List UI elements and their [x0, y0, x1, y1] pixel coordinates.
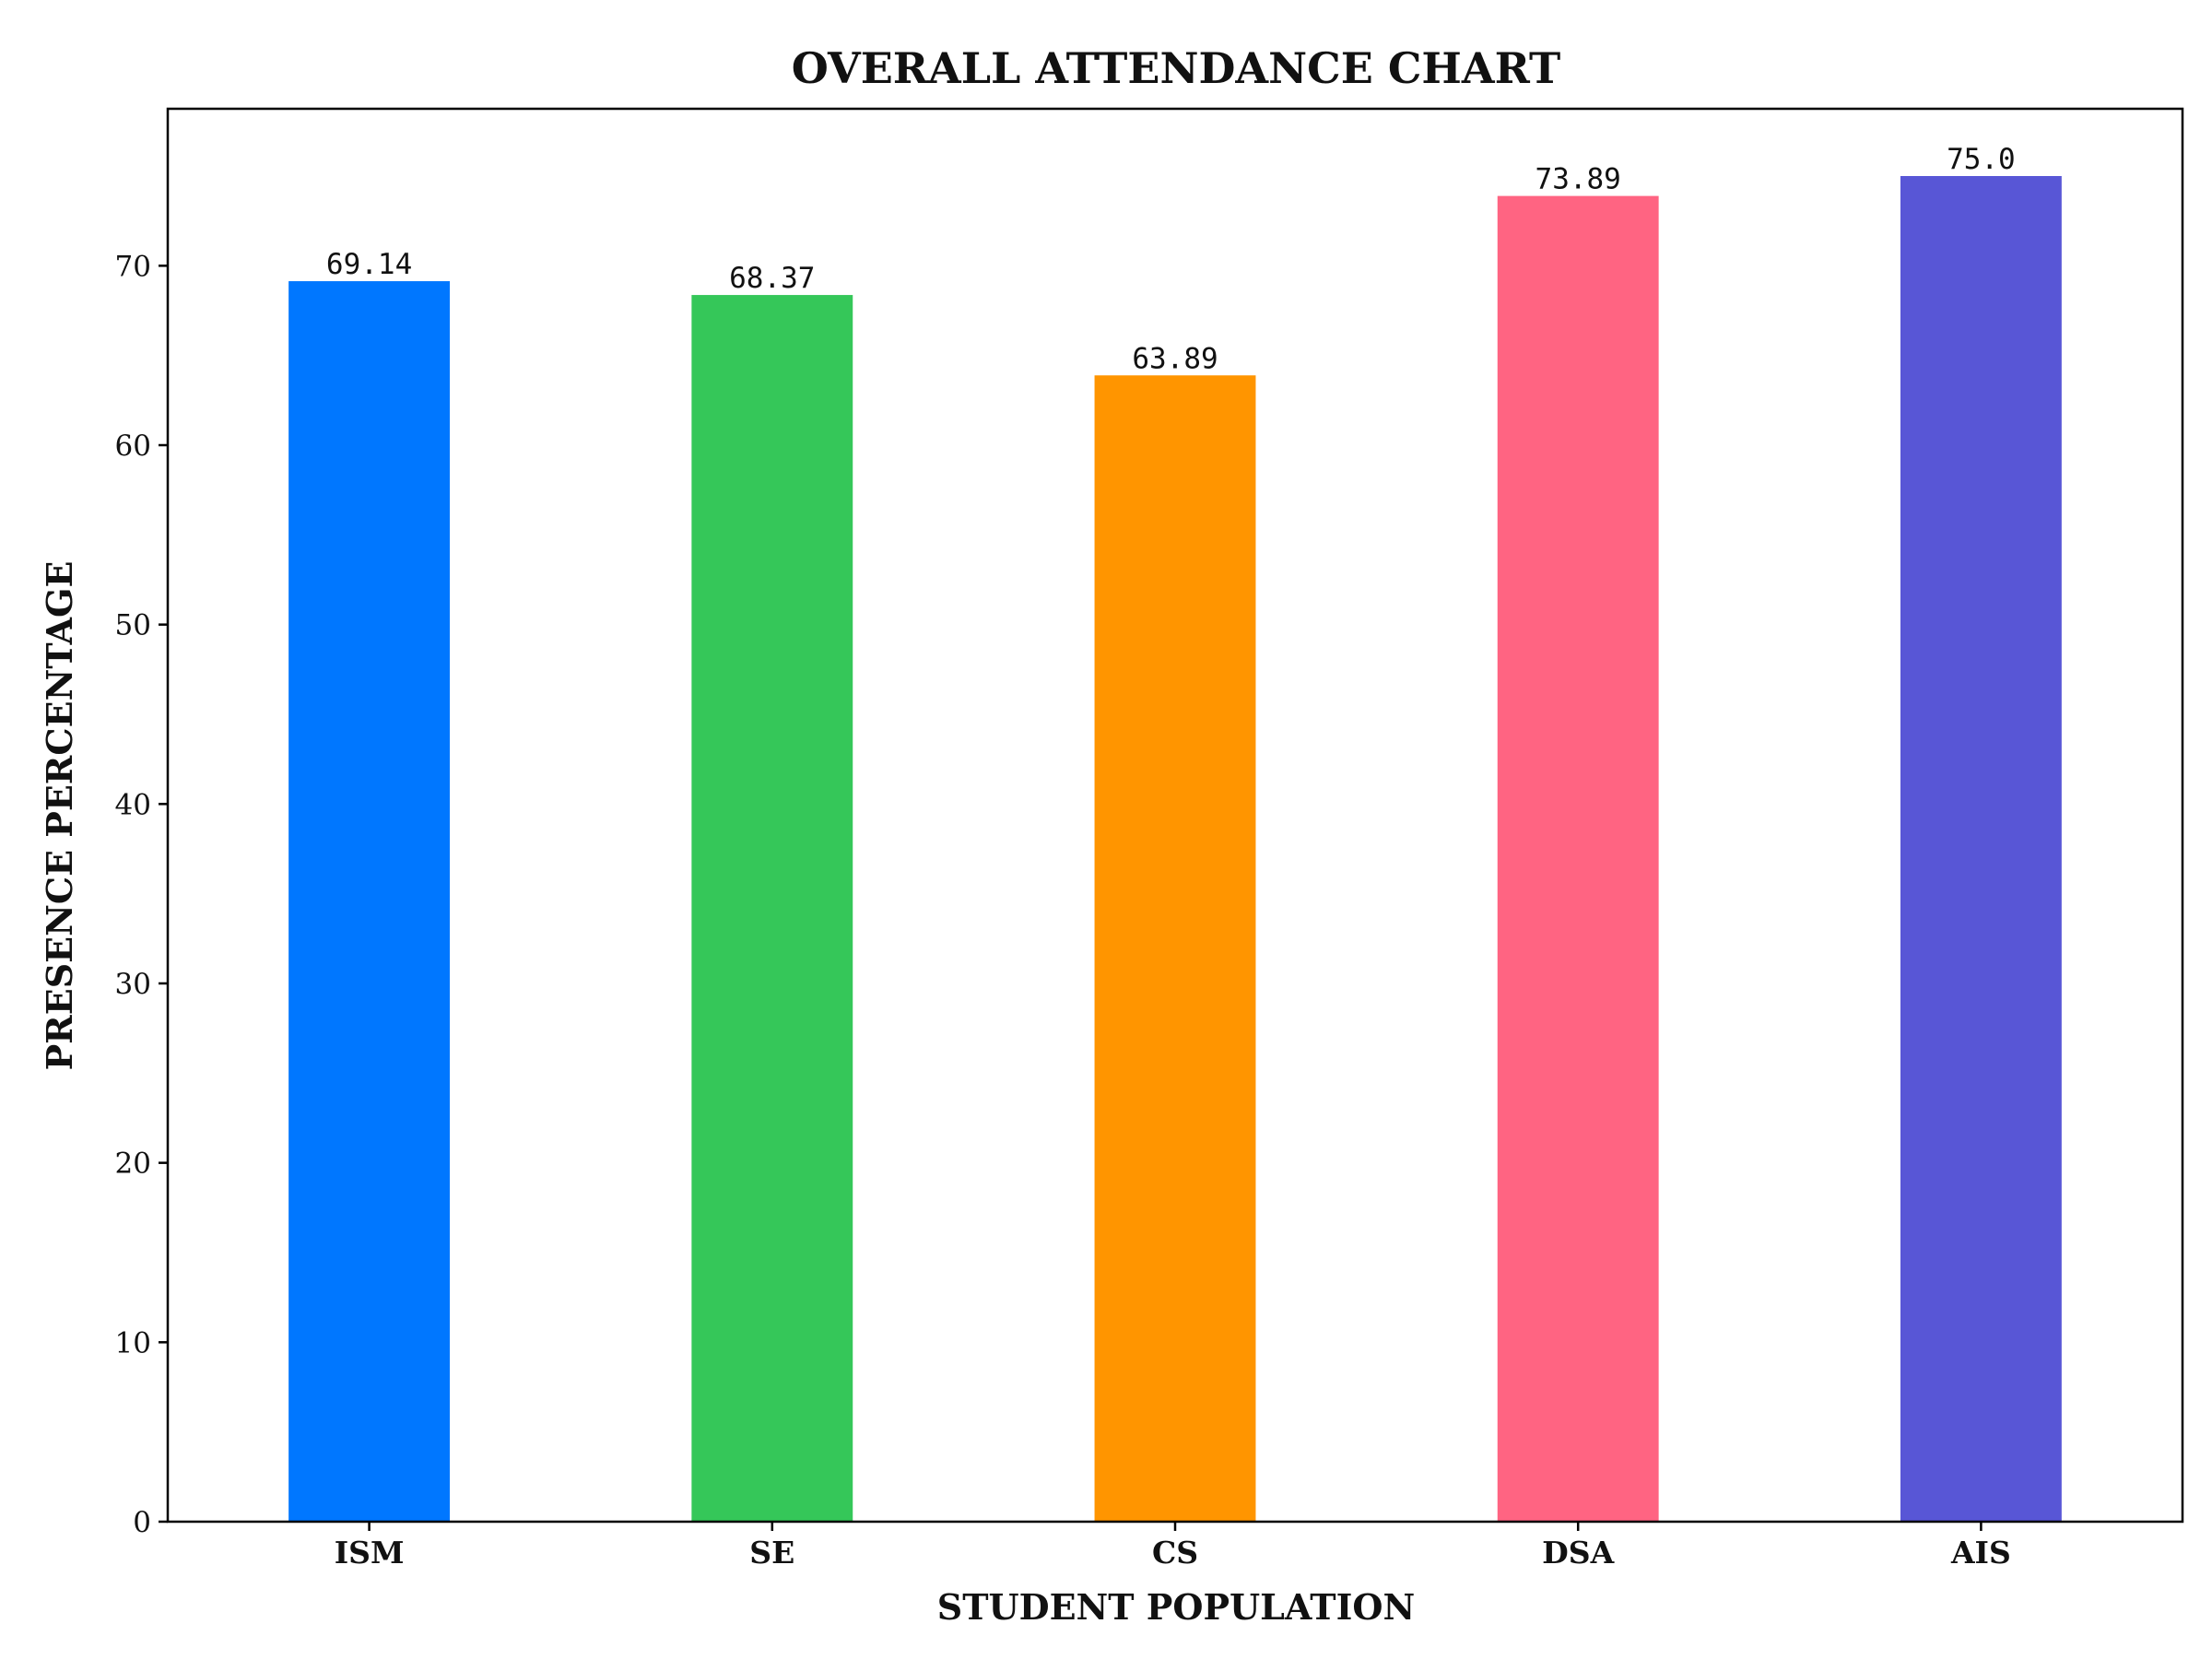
- y-tick-label-0: 0: [133, 1506, 151, 1539]
- x-tick-label-cs: CS: [1152, 1535, 1198, 1571]
- x-tick-label-dsa: DSA: [1542, 1535, 1614, 1571]
- bar-dsa: [1497, 195, 1659, 1522]
- y-tick-label-60: 60: [115, 429, 151, 463]
- y-axis-label: PRESENCE PERCENTAGE: [39, 561, 80, 1071]
- x-axis: ISM SE CS DSA AIS: [335, 1522, 2011, 1571]
- y-tick-label-10: 10: [115, 1326, 151, 1359]
- plot-frame: [166, 107, 2184, 1524]
- y-tick-label-30: 30: [115, 968, 151, 1001]
- bar-value-label-se: 68.37: [729, 262, 815, 295]
- bar-value-label-cs: 63.89: [1132, 342, 1218, 375]
- x-tick-label-ism: ISM: [335, 1535, 405, 1571]
- bar-value-labels: 69.14 68.37 63.89 73.89 75.0: [326, 143, 2016, 375]
- bar-value-label-dsa: 73.89: [1535, 163, 1621, 196]
- bar-value-label-ism: 69.14: [326, 248, 412, 281]
- y-tick-label-20: 20: [115, 1147, 151, 1181]
- x-tick-label-se: SE: [749, 1535, 794, 1571]
- y-tick-label-40: 40: [115, 788, 151, 821]
- y-tick-label-50: 50: [115, 609, 151, 642]
- y-axis: 0 10 20 30 40 50 60 70: [115, 250, 168, 1539]
- x-tick-label-ais: AIS: [1950, 1535, 2011, 1571]
- bar-value-label-ais: 75.0: [1947, 143, 2016, 176]
- bar-ais: [1900, 176, 2062, 1522]
- y-tick-label-70: 70: [115, 250, 151, 283]
- bar-cs: [1094, 375, 1256, 1522]
- x-axis-label: STUDENT POPULATION: [937, 1586, 1415, 1628]
- bars-group: [288, 176, 2062, 1523]
- bar-ism: [288, 281, 451, 1522]
- chart-title: OVERALL ATTENDANCE CHART: [792, 43, 1560, 93]
- bar-se: [691, 295, 853, 1523]
